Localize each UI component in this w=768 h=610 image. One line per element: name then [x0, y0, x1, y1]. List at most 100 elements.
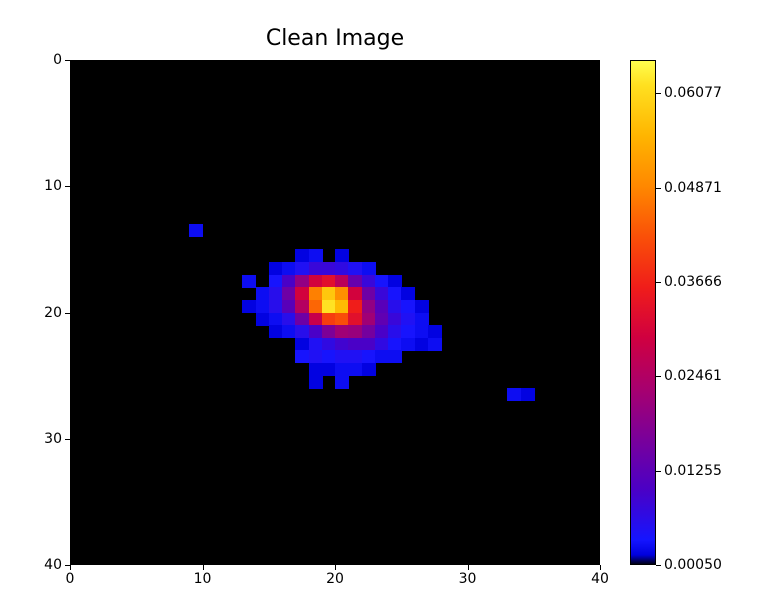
- colorbar-tick-label: 0.00050: [664, 557, 722, 573]
- heatmap-cell: [401, 313, 415, 326]
- x-tick-label: 20: [323, 571, 347, 587]
- heatmap-cell: [335, 338, 349, 351]
- heatmap-cell: [309, 300, 323, 313]
- heatmap-cell: [521, 388, 535, 401]
- heatmap-cell: [375, 287, 389, 300]
- x-tick-mark: [600, 565, 601, 570]
- heatmap-cell: [322, 275, 336, 288]
- heatmap-cell: [415, 338, 429, 351]
- y-tick-mark: [65, 186, 70, 187]
- y-tick-label: 30: [32, 431, 62, 447]
- heatmap-cell: [362, 287, 376, 300]
- heatmap-cell: [309, 262, 323, 275]
- heatmap-cell: [295, 287, 309, 300]
- heatmap-cell: [282, 300, 296, 313]
- heatmap-cell: [335, 350, 349, 363]
- heatmap-cell: [322, 363, 336, 376]
- colorbar-tick-mark: [656, 93, 661, 94]
- heatmap-cell: [335, 300, 349, 313]
- heatmap-cell: [415, 325, 429, 338]
- heatmap-cell: [428, 325, 442, 338]
- heatmap-cell: [282, 275, 296, 288]
- colorbar-tick-label: 0.06077: [664, 85, 722, 101]
- heatmap-cell: [348, 338, 362, 351]
- heatmap-cell: [388, 350, 402, 363]
- colorbar-frame: [630, 60, 656, 565]
- x-tick-label: 40: [588, 571, 612, 587]
- heatmap-cell: [375, 325, 389, 338]
- heatmap-cell: [348, 363, 362, 376]
- heatmap-cell: [309, 363, 323, 376]
- heatmap-cell: [309, 338, 323, 351]
- heatmap-cell: [348, 313, 362, 326]
- y-tick-label: 20: [32, 305, 62, 321]
- colorbar-tick-mark: [656, 376, 661, 377]
- heatmap-cell: [335, 313, 349, 326]
- heatmap-cell: [415, 300, 429, 313]
- figure-container: Clean Image 010203040 010203040 0.000500…: [0, 0, 768, 610]
- y-tick-mark: [65, 565, 70, 566]
- heatmap-image: [70, 60, 600, 565]
- heatmap-cell: [242, 300, 256, 313]
- heatmap-cell: [256, 300, 270, 313]
- heatmap-cell: [269, 262, 283, 275]
- x-tick-label: 0: [58, 571, 82, 587]
- heatmap-cell: [322, 262, 336, 275]
- heatmap-cell: [335, 376, 349, 389]
- heatmap-cell: [415, 313, 429, 326]
- heatmap-cell: [335, 325, 349, 338]
- heatmap-cell: [322, 300, 336, 313]
- heatmap-cell: [348, 350, 362, 363]
- heatmap-cell: [322, 313, 336, 326]
- plot-title: Clean Image: [70, 26, 600, 51]
- heatmap-cell: [269, 325, 283, 338]
- heatmap-cell: [309, 325, 323, 338]
- heatmap-cell: [335, 287, 349, 300]
- y-tick-label: 0: [32, 52, 62, 68]
- heatmap-cell: [309, 350, 323, 363]
- y-tick-mark: [65, 60, 70, 61]
- heatmap-cell: [282, 287, 296, 300]
- heatmap-cell: [269, 313, 283, 326]
- heatmap-cell: [256, 313, 270, 326]
- heatmap-cell: [401, 338, 415, 351]
- colorbar-tick-label: 0.03666: [664, 274, 722, 290]
- heatmap-cell: [362, 325, 376, 338]
- heatmap-cell: [335, 363, 349, 376]
- heatmap-cell: [282, 313, 296, 326]
- heatmap-cell: [375, 313, 389, 326]
- y-tick-mark: [65, 439, 70, 440]
- heatmap-cell: [322, 350, 336, 363]
- heatmap-cell: [388, 338, 402, 351]
- heatmap-cell: [348, 262, 362, 275]
- heatmap-cell: [295, 338, 309, 351]
- heatmap-cell: [388, 287, 402, 300]
- heatmap-cell: [309, 249, 323, 262]
- heatmap-cell: [388, 325, 402, 338]
- heatmap-cell: [362, 275, 376, 288]
- heatmap-cell: [362, 338, 376, 351]
- heatmap-cell: [309, 313, 323, 326]
- heatmap-cell: [309, 275, 323, 288]
- heatmap-cell: [362, 300, 376, 313]
- heatmap-cell: [189, 224, 203, 237]
- heatmap-cell: [309, 287, 323, 300]
- heatmap-cell: [269, 300, 283, 313]
- heatmap-cell: [348, 275, 362, 288]
- heatmap-cell: [348, 287, 362, 300]
- heatmap-cell: [362, 363, 376, 376]
- heatmap-cell: [348, 325, 362, 338]
- colorbar-tick-label: 0.01255: [664, 463, 722, 479]
- heatmap-cell: [282, 325, 296, 338]
- heatmap-cell: [322, 325, 336, 338]
- heatmap-cell: [375, 338, 389, 351]
- colorbar-tick-label: 0.04871: [664, 180, 722, 196]
- x-tick-mark: [70, 565, 71, 570]
- heatmap-cell: [256, 287, 270, 300]
- heatmap-cell: [335, 275, 349, 288]
- colorbar-tick-mark: [656, 471, 661, 472]
- heatmap-cell: [362, 313, 376, 326]
- heatmap-cell: [375, 350, 389, 363]
- heatmap-cell: [269, 287, 283, 300]
- heatmap-cell: [282, 262, 296, 275]
